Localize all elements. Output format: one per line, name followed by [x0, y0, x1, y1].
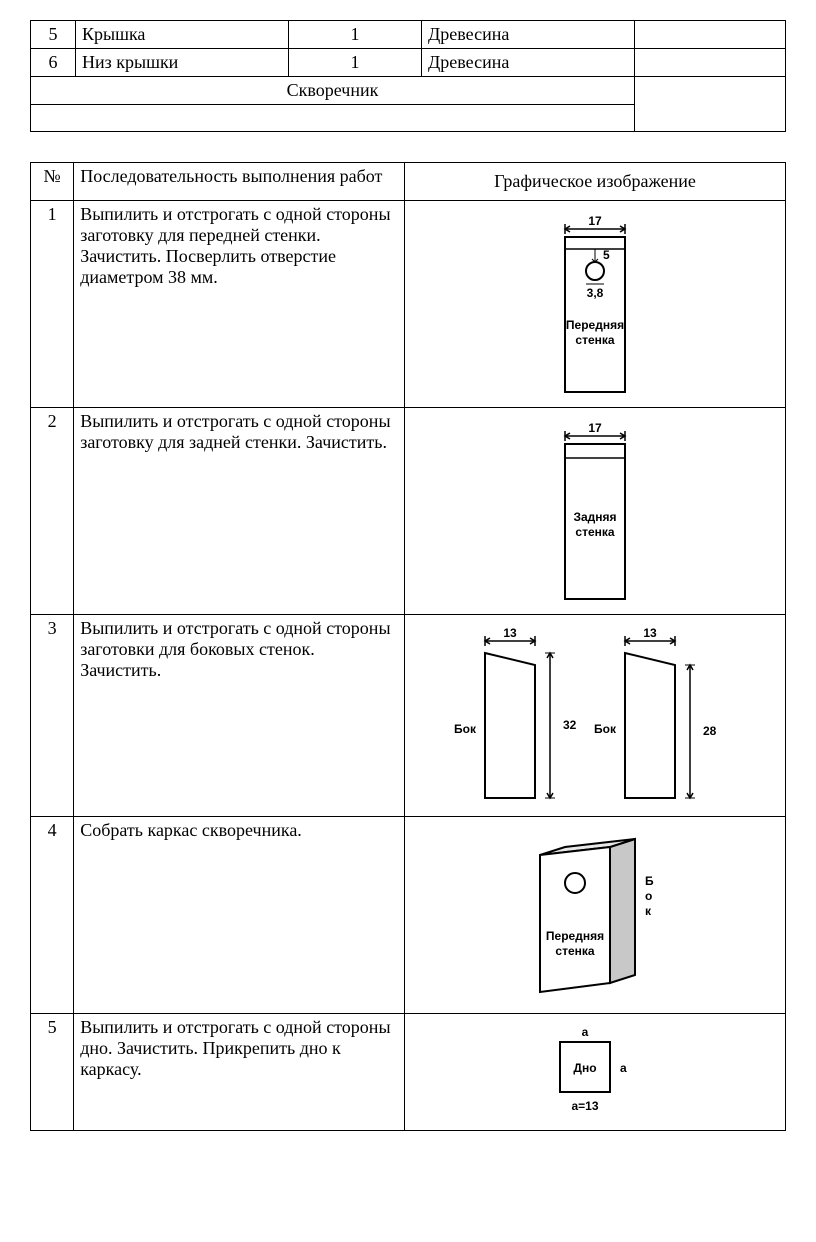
cell-diagram: 17 5 3,8 Передняя стенка — [405, 201, 786, 408]
table-row: 5 Выпилить и отстрогать с одной стороны … — [31, 1014, 786, 1131]
header-desc: Последовательность выполнения работ — [74, 163, 405, 201]
cell-desc: Выпилить и отстрогать с одной стороны дн… — [74, 1014, 405, 1131]
back-wall-diagram: 17 Задняя стенка — [515, 416, 675, 606]
caption-line1: Передняя — [566, 318, 624, 332]
table-row: 2 Выпилить и отстрогать с одной стороны … — [31, 408, 786, 615]
cell-num: 6 — [31, 49, 76, 77]
caption-bottom: Дно — [573, 1061, 596, 1075]
caption-line1: Задняя — [573, 510, 616, 524]
cell-empty — [31, 105, 635, 132]
dim-a-top: а — [582, 1025, 589, 1039]
cell-num: 4 — [31, 817, 74, 1014]
cell-desc: Выпилить и отстрогать с одной стороны за… — [74, 201, 405, 408]
table-row: 5 Крышка 1 Древесина — [31, 21, 786, 49]
frame-diagram: Передняя стенка Б о к — [485, 825, 705, 1005]
table-header-row: № Последовательность выполнения работ Гр… — [31, 163, 786, 201]
dim-eq: а=13 — [572, 1099, 599, 1113]
side-walls-diagram: 13 Бок 32 13 Бок — [435, 623, 755, 808]
cell-num: 5 — [31, 21, 76, 49]
table-row: Скворечник — [31, 77, 786, 105]
dim-height-right: 28 — [703, 724, 717, 738]
dim-width-left: 13 — [503, 626, 517, 640]
caption-line2: стенка — [575, 333, 614, 347]
dim-hole: 3,8 — [587, 286, 604, 300]
dim-width: 17 — [588, 214, 602, 228]
cell-qty: 1 — [289, 21, 422, 49]
cell-diagram: 13 Бок 32 13 Бок — [405, 615, 786, 817]
cell-desc: Выпилить и отстрогать с одной стороны за… — [74, 615, 405, 817]
cell-num: 5 — [31, 1014, 74, 1131]
cell-diagram: а Дно а а=13 — [405, 1014, 786, 1131]
cell-desc: Выпилить и отстрогать с одной стороны за… — [74, 408, 405, 615]
table-row: 3 Выпилить и отстрогать с одной стороны … — [31, 615, 786, 817]
cell-num: 1 — [31, 201, 74, 408]
cell-num: 3 — [31, 615, 74, 817]
table-row: 6 Низ крышки 1 Древесина — [31, 49, 786, 77]
cell-qty: 1 — [289, 49, 422, 77]
dim-a-right: а — [620, 1061, 627, 1075]
side-label-b: Б — [645, 874, 654, 888]
table-row: 4 Собрать каркас скворечника. Передняя с… — [31, 817, 786, 1014]
cell-title: Скворечник — [31, 77, 635, 105]
cell-material: Древесина — [422, 21, 635, 49]
cell-num: 2 — [31, 408, 74, 615]
header-num: № — [31, 163, 74, 201]
side-label-k: к — [645, 904, 652, 918]
caption-right: Бок — [594, 722, 617, 736]
table-row: 1 Выпилить и отстрогать с одной стороны … — [31, 201, 786, 408]
materials-table: 5 Крышка 1 Древесина 6 Низ крышки 1 Древ… — [30, 20, 786, 132]
cell-name: Крышка — [76, 21, 289, 49]
steps-table: № Последовательность выполнения работ Гр… — [30, 162, 786, 1131]
caption-line2: стенка — [555, 944, 594, 958]
caption-line2: стенка — [575, 525, 614, 539]
header-img: Графическое изображение — [405, 163, 786, 201]
dim-height-left: 32 — [563, 718, 577, 732]
cell-empty — [635, 77, 786, 132]
bottom-diagram: а Дно а а=13 — [515, 1022, 675, 1122]
cell-name: Низ крышки — [76, 49, 289, 77]
cell-empty — [635, 21, 786, 49]
front-wall-diagram: 17 5 3,8 Передняя стенка — [515, 209, 675, 399]
caption-line1: Передняя — [546, 929, 604, 943]
side-label-o: о — [645, 889, 652, 903]
dim-width: 17 — [588, 421, 602, 435]
cell-empty — [635, 49, 786, 77]
cell-material: Древесина — [422, 49, 635, 77]
dim-offset: 5 — [603, 248, 610, 262]
cell-diagram: 17 Задняя стенка — [405, 408, 786, 615]
cell-desc: Собрать каркас скворечника. — [74, 817, 405, 1014]
caption-left: Бок — [454, 722, 477, 736]
cell-diagram: Передняя стенка Б о к — [405, 817, 786, 1014]
dim-width-right: 13 — [643, 626, 657, 640]
